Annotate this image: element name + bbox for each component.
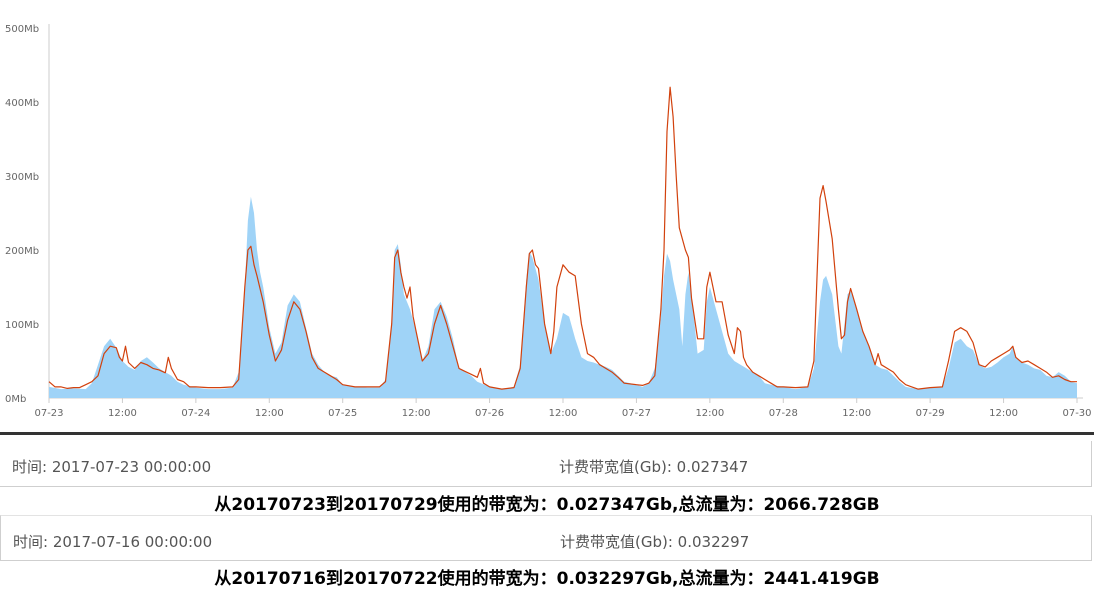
x-tick-label: 12:00	[255, 408, 284, 419]
billing-bandwidth-label: 计费带宽值(Gb): 0.027347	[559, 458, 749, 476]
bandwidth-chart: 0Mb 100Mb 200Mb 300Mb 400Mb 500Mb 07-23 12:00 07…	[5, 24, 1092, 419]
y-tick-label: 300Mb	[5, 172, 39, 183]
x-tick-label: 12:00	[842, 408, 871, 419]
x-tick-label: 07-28	[769, 408, 798, 419]
usage-summary-current-week: 从20170723到20170729使用的带宽为：0.027347Gb,总流量为…	[214, 495, 880, 515]
bandwidth-chart-svg: 0Mb 100Mb 200Mb 300Mb 400Mb 500Mb 07-23 12:00 07…	[5, 24, 1092, 419]
x-tick-label: 07-30	[1062, 408, 1091, 419]
x-tick-label: 07-23	[34, 408, 63, 419]
info-box-current-week: 时间: 2017-07-23 00:00:00 计费带宽值(Gb): 0.027…	[0, 441, 1092, 487]
bandwidth-area-series	[49, 196, 1077, 398]
y-tick-label: 400Mb	[5, 98, 39, 109]
x-tick-label: 07-24	[181, 408, 210, 419]
x-tick-label: 07-25	[328, 408, 357, 419]
y-tick-label: 0Mb	[5, 394, 26, 405]
y-tick-label: 500Mb	[5, 24, 39, 35]
bandwidth-line-series	[48, 86, 1077, 390]
y-tick-label: 200Mb	[5, 246, 39, 257]
time-label: 时间: 2017-07-16 00:00:00	[13, 533, 213, 551]
billing-bandwidth-label: 计费带宽值(Gb): 0.032297	[560, 533, 750, 551]
usage-summary-previous-week: 从20170716到20170722使用的带宽为：0.032297Gb,总流量为…	[214, 569, 880, 589]
x-tick-label: 12:00	[549, 408, 578, 419]
x-tick-label: 12:00	[695, 408, 724, 419]
x-tick-label: 12:00	[989, 408, 1018, 419]
x-tick-label: 12:00	[108, 408, 137, 419]
x-tick-label: 07-29	[916, 408, 945, 419]
x-tick-label: 12:00	[402, 408, 431, 419]
x-tick-label: 07-27	[622, 408, 651, 419]
y-tick-label: 100Mb	[5, 320, 39, 331]
time-label: 时间: 2017-07-23 00:00:00	[12, 458, 212, 476]
section-divider	[0, 432, 1094, 435]
info-box-previous-week: 时间: 2017-07-16 00:00:00 计费带宽值(Gb): 0.032…	[0, 515, 1092, 561]
x-tick-label: 07-26	[475, 408, 504, 419]
